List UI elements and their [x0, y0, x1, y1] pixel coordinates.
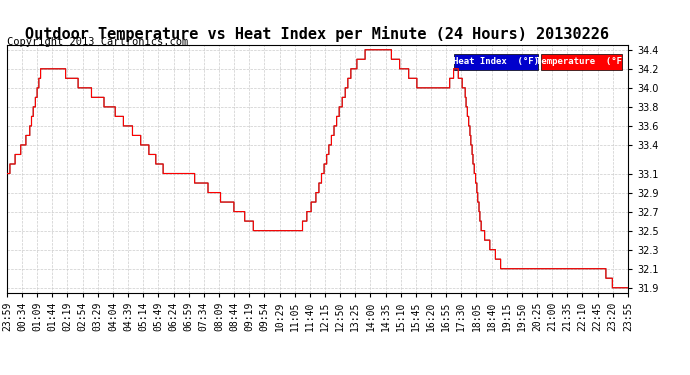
Title: Outdoor Temperature vs Heat Index per Minute (24 Hours) 20130226: Outdoor Temperature vs Heat Index per Mi… — [26, 27, 609, 42]
FancyBboxPatch shape — [541, 54, 622, 70]
FancyBboxPatch shape — [454, 54, 538, 70]
Text: Heat Index  (°F): Heat Index (°F) — [453, 57, 540, 66]
Text: Copyright 2013 Cartronics.com: Copyright 2013 Cartronics.com — [7, 37, 188, 47]
Text: Temperature  (°F): Temperature (°F) — [535, 57, 627, 66]
